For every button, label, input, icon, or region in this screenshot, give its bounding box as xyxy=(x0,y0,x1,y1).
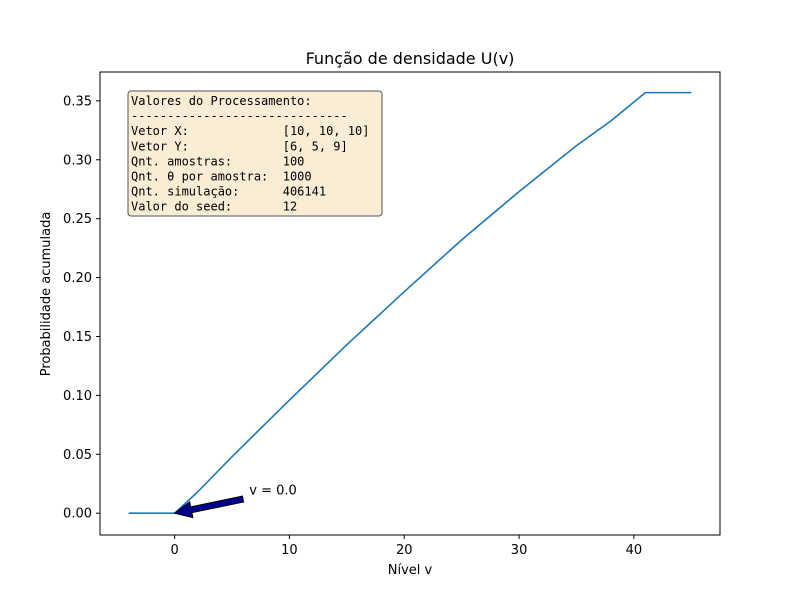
info-box-line: Qnt. θ por amostra: 1000 xyxy=(131,170,312,184)
info-box-line: Valores do Processamento: xyxy=(131,94,312,108)
info-box-line: Valor do seed: 12 xyxy=(131,200,297,214)
y-axis-label: Probabilidade acumulada xyxy=(39,212,54,377)
y-tick-label: 0.00 xyxy=(63,507,92,522)
annotation-label: v = 0.0 xyxy=(249,483,297,498)
plot-area: 0 10 20 30 40 0.00 0.05 0.10 0.15 0.20 0.25 0.30 0.3… xyxy=(63,71,721,558)
x-axis-label: Nível v xyxy=(388,563,433,578)
y-tick-label: 0.10 xyxy=(63,389,92,404)
y-tick-label: 0.30 xyxy=(63,153,92,168)
x-tick-label: 40 xyxy=(626,543,643,558)
y-tick-label: 0.05 xyxy=(63,448,92,463)
axes-frame xyxy=(99,71,721,536)
info-box-line: Vetor X: [10, 10, 10] xyxy=(131,124,369,138)
y-tick-label: 0.35 xyxy=(63,94,92,109)
chart-title: Função de densidade U(v) xyxy=(306,49,515,68)
info-box-line: Qnt. simulação: 406141 xyxy=(131,185,326,199)
info-box xyxy=(127,90,383,217)
info-box-line: ------------------------------ xyxy=(131,109,348,123)
x-tick-label: 0 xyxy=(170,543,178,558)
info-box-line: Qnt. amostras: 100 xyxy=(131,154,304,168)
y-tick-label: 0.15 xyxy=(63,330,92,345)
y-tick-label: 0.20 xyxy=(63,271,92,286)
y-tick-label: 0.25 xyxy=(63,212,92,227)
series-line xyxy=(128,91,692,515)
annotation-arrow xyxy=(173,495,245,519)
x-tick-label: 10 xyxy=(281,543,298,558)
x-tick-label: 30 xyxy=(511,543,528,558)
info-box-line: Vetor Y: [6, 5, 9] xyxy=(131,139,348,153)
x-tick-label: 20 xyxy=(396,543,413,558)
